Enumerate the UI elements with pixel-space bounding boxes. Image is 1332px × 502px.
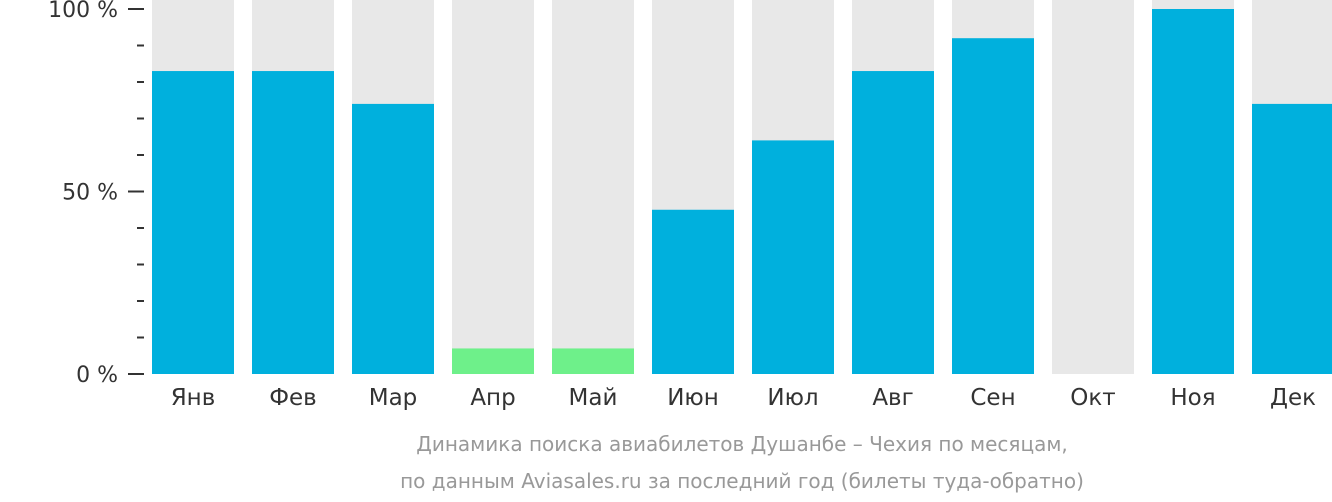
bar-background-month-5 [552,0,634,374]
x-tick-label-month-1: Янв [171,385,216,411]
x-tick-label-month-8: Авг [872,385,913,411]
x-axis-labels: Янв Фев Мар Апр Май Июн Июл Авг Сен Окт Ноя Дек [171,385,1316,411]
bar-month-9[interactable] [952,38,1034,374]
bar-month-1[interactable] [152,71,234,375]
bar-month-4[interactable] [452,348,534,374]
bar-month-2[interactable] [252,71,334,375]
bar-background-month-10 [1052,0,1134,374]
bar-month-11[interactable] [1152,9,1234,374]
bar-month-8[interactable] [852,71,934,375]
bar-month-12[interactable] [1252,103,1332,375]
bar-month-5[interactable] [552,348,634,374]
y-tick-label-50: 50 % [62,181,118,206]
x-tick-label-month-11: Ноя [1170,385,1215,411]
x-tick-label-month-7: Июл [767,385,818,411]
data-bars [152,9,1332,375]
x-tick-label-month-12: Дек [1270,385,1316,411]
x-tick-label-month-2: Фев [269,385,317,411]
x-tick-label-month-4: Апр [470,385,515,411]
x-tick-label-month-6: Июн [667,385,719,411]
y-tick-label-0: 0 % [76,363,118,388]
bar-month-7[interactable] [752,140,834,374]
bar-month-3[interactable] [352,103,434,375]
chart-caption-line-2: по данным Aviasales.ru за последний год … [400,469,1084,493]
x-tick-label-month-3: Мар [369,385,418,411]
x-tick-label-month-10: Окт [1070,385,1115,411]
y-tick-label-100: 100 % [48,0,118,23]
y-axis: 0 % 50 % 100 % [48,0,144,388]
x-tick-label-month-9: Сен [970,385,1015,411]
bar-month-6[interactable] [652,209,734,374]
bar-background-month-4 [452,0,534,374]
chart-caption-line-1: Динамика поиска авиабилетов Душанбе – Че… [416,432,1068,456]
x-tick-label-month-5: Май [569,385,618,411]
